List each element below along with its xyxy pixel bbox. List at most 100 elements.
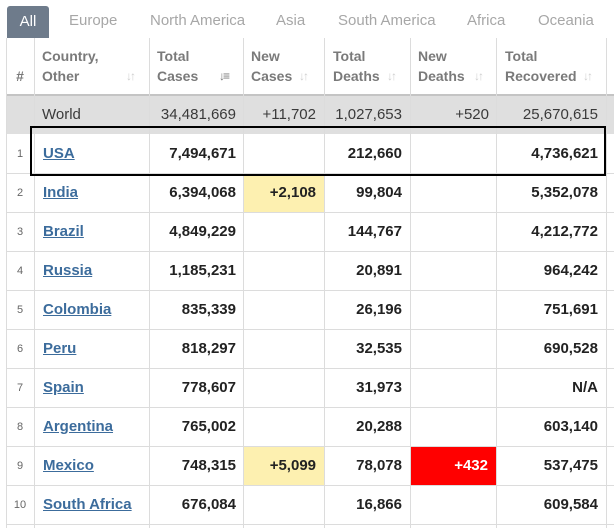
new-deaths <box>411 369 496 407</box>
total-recovered: 603,140 <box>543 418 598 435</box>
row-divider <box>6 290 614 291</box>
total-deaths: 20,891 <box>356 262 402 279</box>
total-deaths: 78,078 <box>356 457 402 474</box>
row-divider <box>6 251 614 252</box>
new-cases <box>244 486 324 524</box>
header-total-deaths-line1: Total <box>333 48 366 64</box>
world-new-cases: +11,702 <box>262 106 316 123</box>
country-link[interactable]: India <box>43 184 79 201</box>
header-new-deaths-line2: Deaths <box>418 68 465 84</box>
total-recovered: 690,528 <box>543 340 598 357</box>
col-divider <box>324 38 325 528</box>
new-cases <box>244 135 324 173</box>
row-divider <box>6 329 614 330</box>
country-link[interactable]: Mexico <box>43 457 94 474</box>
new-cases <box>244 213 324 251</box>
new-cases <box>244 291 324 329</box>
country-link[interactable]: Argentina <box>43 418 114 435</box>
total-deaths: 16,866 <box>356 496 402 513</box>
header-divider <box>6 94 614 96</box>
country-link[interactable]: Colombia <box>43 301 112 318</box>
col-divider <box>34 38 35 528</box>
row-index: 2 <box>16 187 24 199</box>
total-cases: 6,394,068 <box>169 184 236 201</box>
covid-table: # Country, Other ↓↑ Total Cases ↓≡ New C… <box>0 38 614 528</box>
total-deaths: 26,196 <box>356 301 402 318</box>
new-deaths <box>411 252 496 290</box>
total-recovered: 4,212,772 <box>531 223 598 240</box>
world-total-recovered: 25,670,615 <box>522 106 598 123</box>
header-country[interactable]: Country, Other ↓↑ <box>42 38 148 94</box>
header-new-cases-line1: New <box>251 48 280 64</box>
total-deaths: 212,660 <box>347 145 402 162</box>
header-new-deaths-line1: New <box>418 48 447 64</box>
total-cases: 4,849,229 <box>169 223 236 240</box>
row-index: 4 <box>16 265 24 277</box>
world-new-deaths: +520 <box>455 106 489 123</box>
country-link[interactable]: Spain <box>43 379 84 396</box>
total-cases: 676,084 <box>181 496 236 513</box>
col-divider <box>243 38 244 528</box>
tab-south-america[interactable]: South America <box>338 12 436 29</box>
total-deaths: 20,288 <box>356 418 402 435</box>
header-index-label: # <box>16 68 24 84</box>
row-index: 10 <box>13 499 27 511</box>
total-deaths: 32,535 <box>356 340 402 357</box>
header-new-cases[interactable]: New Cases ↓↑ <box>251 38 323 94</box>
new-deaths <box>411 486 496 524</box>
total-recovered: 751,691 <box>543 301 598 318</box>
header-country-line2: Other <box>42 68 80 84</box>
tab-oceania[interactable]: Oceania <box>538 12 594 29</box>
new-cases: +5,099 <box>244 447 324 485</box>
row-index: 8 <box>16 421 24 433</box>
new-deaths: +432 <box>411 447 496 485</box>
row-index: 5 <box>16 304 24 316</box>
tab-asia[interactable]: Asia <box>276 12 306 29</box>
row-divider <box>6 485 614 486</box>
total-cases: 835,339 <box>181 301 236 318</box>
header-new-deaths[interactable]: New Deaths ↓↑ <box>418 38 496 94</box>
total-cases: 778,607 <box>181 379 236 396</box>
header-total-recovered-line2: Recovered <box>505 68 577 84</box>
tab-africa[interactable]: Africa <box>467 12 506 29</box>
row-divider <box>6 368 614 369</box>
total-deaths: 144,767 <box>347 223 402 240</box>
country-link[interactable]: Brazil <box>43 223 84 240</box>
new-cases: +2,108 <box>244 174 324 212</box>
new-deaths <box>411 135 496 173</box>
country-link[interactable]: Russia <box>43 262 93 279</box>
header-index[interactable]: # <box>6 38 34 94</box>
region-tabs: All Europe North America Asia South Amer… <box>0 0 614 40</box>
new-deaths <box>411 408 496 446</box>
header-total-deaths-line2: Deaths <box>333 68 380 84</box>
header-total-cases-line1: Total <box>157 48 190 64</box>
new-deaths <box>411 291 496 329</box>
header-total-recovered[interactable]: Total Recovered ↓↑ <box>505 38 609 94</box>
sort-icon: ↓↑ <box>126 69 136 83</box>
header-total-cases-line2: Cases <box>157 68 199 84</box>
header-total-recovered-line1: Total <box>505 48 538 64</box>
total-deaths: 31,973 <box>356 379 402 396</box>
new-deaths <box>411 213 496 251</box>
tab-all[interactable]: All <box>7 6 49 38</box>
country-link[interactable]: Peru <box>43 340 77 357</box>
country-link[interactable]: USA <box>43 145 75 162</box>
tab-europe[interactable]: Europe <box>69 12 118 29</box>
row-index: 1 <box>16 148 24 160</box>
tab-north-america[interactable]: North America <box>150 12 246 29</box>
country-link[interactable]: South Africa <box>43 496 132 513</box>
total-deaths: 99,804 <box>356 184 402 201</box>
new-cases <box>244 252 324 290</box>
row-index: 7 <box>16 382 24 394</box>
row-divider <box>6 173 614 174</box>
header-total-deaths[interactable]: Total Deaths ↓↑ <box>333 38 409 94</box>
total-cases: 7,494,671 <box>169 145 236 162</box>
row-divider <box>6 407 614 408</box>
total-cases: 765,002 <box>181 418 236 435</box>
row-divider <box>6 524 614 525</box>
col-divider <box>410 38 411 528</box>
header-total-cases[interactable]: Total Cases ↓≡ <box>157 38 243 94</box>
sort-desc-icon: ↓≡ <box>219 69 230 83</box>
world-total-cases: 34,481,669 <box>160 106 236 123</box>
sort-icon: ↓↑ <box>387 69 397 83</box>
